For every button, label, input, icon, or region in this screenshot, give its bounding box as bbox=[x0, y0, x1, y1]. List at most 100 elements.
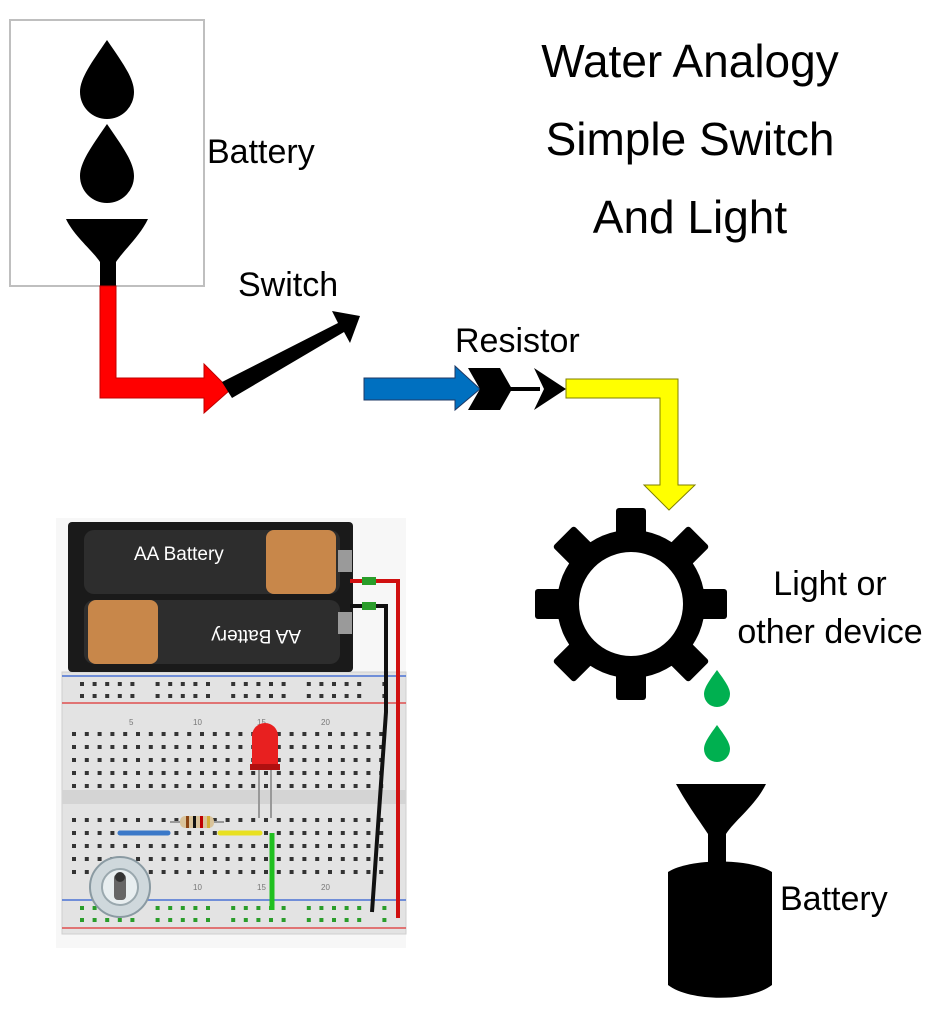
breadboard-hole bbox=[97, 732, 102, 736]
breadboard-hole bbox=[200, 870, 204, 874]
breadboard-hole bbox=[105, 918, 110, 922]
breadboard-hole bbox=[225, 818, 230, 822]
breadboard-hole bbox=[161, 784, 166, 788]
battery-bottom-label: Battery bbox=[780, 880, 888, 918]
breadboard-hole bbox=[328, 870, 332, 874]
breadboard-hole bbox=[80, 906, 84, 910]
breadboard-hole bbox=[264, 844, 268, 848]
breadboard-hole bbox=[187, 857, 192, 861]
breadboard-hole bbox=[315, 745, 320, 749]
breadboard-hole bbox=[289, 831, 294, 835]
breadboard-hole bbox=[200, 784, 204, 788]
breadboard-hole bbox=[251, 818, 256, 822]
breadboard-hole bbox=[193, 918, 198, 922]
breadboard-hole bbox=[155, 682, 160, 686]
column-number: 5 bbox=[129, 718, 134, 727]
breadboard-hole bbox=[84, 758, 89, 762]
column-number: 20 bbox=[321, 883, 330, 892]
breadboard-hole bbox=[148, 844, 153, 848]
breadboard-hole bbox=[225, 844, 230, 848]
breadboard-hole bbox=[302, 870, 307, 874]
breadboard-hole bbox=[357, 906, 362, 910]
breadboard-hole bbox=[180, 682, 185, 686]
breadboard-hole bbox=[187, 870, 192, 874]
breadboard-hole bbox=[243, 906, 248, 910]
breadboard-hole bbox=[168, 906, 173, 910]
water-drop-icon bbox=[704, 670, 730, 707]
breadboard-hole bbox=[357, 918, 362, 922]
breadboard-hole bbox=[174, 784, 179, 788]
breadboard-hole bbox=[84, 870, 89, 874]
breadboard-hole bbox=[302, 745, 307, 749]
breadboard-hole bbox=[328, 784, 332, 788]
breadboard-hole bbox=[161, 771, 166, 775]
breadboard-hole bbox=[306, 906, 311, 910]
breadboard-hole bbox=[340, 732, 345, 736]
breadboard-hole bbox=[231, 694, 236, 698]
breadboard-hole bbox=[174, 857, 179, 861]
breadboard-hole bbox=[97, 784, 102, 788]
breadboard-hole bbox=[366, 732, 371, 736]
breadboard-hole bbox=[353, 784, 358, 788]
breadboard-hole bbox=[97, 818, 102, 822]
breadboard-hole bbox=[155, 694, 160, 698]
breadboard-hole bbox=[187, 784, 192, 788]
breadboard-hole bbox=[238, 784, 243, 788]
breadboard-hole bbox=[72, 870, 76, 874]
breadboard-hole bbox=[212, 758, 217, 762]
breadboard-hole bbox=[161, 857, 166, 861]
breadboard-hole bbox=[84, 844, 89, 848]
breadboard-hole bbox=[276, 857, 281, 861]
breadboard-hole bbox=[123, 818, 128, 822]
breadboard-hole bbox=[306, 918, 311, 922]
breadboard-hole bbox=[251, 784, 256, 788]
breadboard-hole bbox=[200, 758, 204, 762]
breadboard-hole bbox=[200, 745, 204, 749]
breadboard-hole bbox=[302, 818, 307, 822]
breadboard-hole bbox=[315, 870, 320, 874]
breadboard-hole bbox=[238, 818, 243, 822]
breadboard-hole bbox=[269, 918, 273, 922]
breadboard-hole bbox=[289, 745, 294, 749]
breadboard-hole bbox=[328, 831, 332, 835]
breadboard-hole bbox=[264, 771, 268, 775]
breadboard-hole bbox=[110, 818, 115, 822]
breadboard-hole bbox=[302, 771, 307, 775]
breadboard-hole bbox=[366, 844, 371, 848]
breadboard-hole bbox=[251, 870, 256, 874]
current-in-arrow bbox=[363, 364, 481, 412]
breadboard-hole bbox=[315, 831, 320, 835]
breadboard-hole bbox=[243, 694, 248, 698]
breadboard-hole bbox=[340, 844, 345, 848]
breadboard-hole bbox=[72, 771, 76, 775]
breadboard-hole bbox=[328, 857, 332, 861]
breadboard-hole bbox=[281, 682, 286, 686]
breadboard-hole bbox=[130, 694, 135, 698]
breadboard-hole bbox=[276, 818, 281, 822]
switch-label: Switch bbox=[238, 266, 339, 304]
breadboard-hole bbox=[353, 758, 358, 762]
breadboard-hole bbox=[174, 758, 179, 762]
breadboard-hole bbox=[289, 732, 294, 736]
breadboard-hole bbox=[251, 844, 256, 848]
breadboard-hole bbox=[84, 784, 89, 788]
column-number: 10 bbox=[193, 718, 202, 727]
breadboard-hole bbox=[251, 857, 256, 861]
breadboard-hole bbox=[80, 918, 84, 922]
breadboard-hole bbox=[302, 844, 307, 848]
breadboard-hole bbox=[340, 870, 345, 874]
breadboard-hole bbox=[123, 732, 128, 736]
breadboard-hole bbox=[353, 732, 358, 736]
breadboard-hole bbox=[148, 784, 153, 788]
breadboard-hole bbox=[366, 857, 371, 861]
breadboard-hole bbox=[105, 682, 110, 686]
breadboard-hole bbox=[110, 771, 115, 775]
breadboard-hole bbox=[276, 745, 281, 749]
breadboard-hole bbox=[382, 918, 387, 922]
breadboard-hole bbox=[187, 771, 192, 775]
breadboard-hole bbox=[97, 844, 102, 848]
column-number: 10 bbox=[193, 883, 202, 892]
breadboard-hole bbox=[187, 831, 192, 835]
breadboard-hole bbox=[225, 771, 230, 775]
breadboard-hole bbox=[289, 844, 294, 848]
